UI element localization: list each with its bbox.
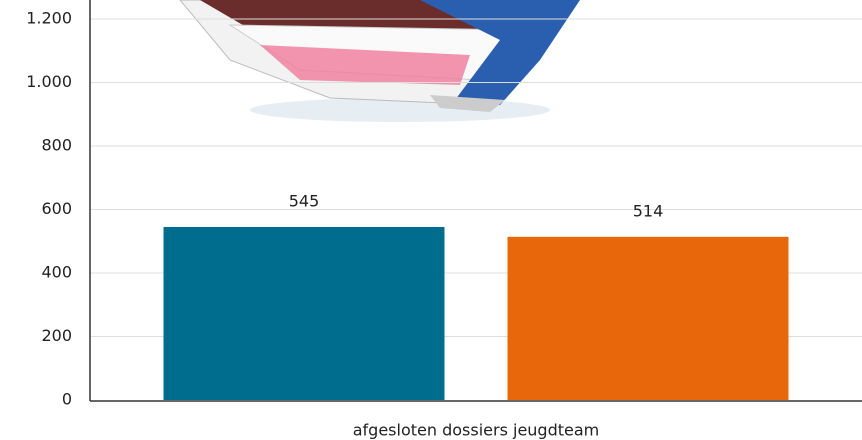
- x-tick-label: afgesloten dossiers jeugdteam: [353, 421, 600, 440]
- value-label: 545: [289, 191, 320, 210]
- y-tick-label: 600: [41, 199, 72, 218]
- y-tick-label: 200: [41, 326, 72, 345]
- y-tick-label: 0: [62, 390, 72, 409]
- bar: [507, 236, 789, 400]
- y-tick-label: 800: [41, 136, 72, 155]
- bar: [163, 226, 445, 400]
- y-tick-label: 1.200: [26, 9, 72, 28]
- y-tick-label: 400: [41, 263, 72, 282]
- value-label: 514: [633, 201, 664, 220]
- y-tick-label: 1.000: [26, 72, 72, 91]
- folder-illustration: [179, 0, 580, 122]
